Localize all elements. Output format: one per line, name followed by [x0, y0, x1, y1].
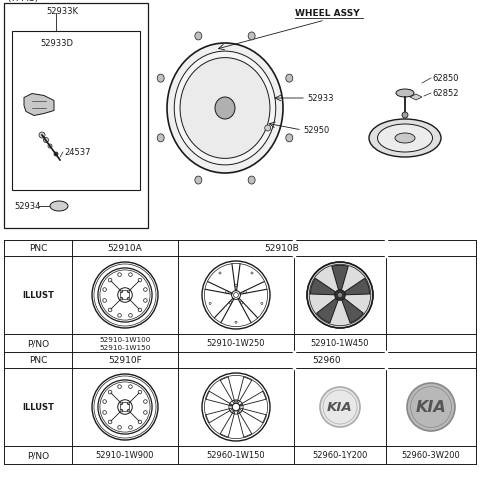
Polygon shape	[332, 266, 348, 290]
Text: ILLUST: ILLUST	[22, 291, 54, 300]
Ellipse shape	[174, 52, 276, 165]
Ellipse shape	[396, 90, 414, 98]
Ellipse shape	[248, 33, 255, 41]
Ellipse shape	[180, 59, 270, 159]
Circle shape	[320, 387, 360, 427]
Circle shape	[48, 145, 52, 149]
Text: ILLUST: ILLUST	[22, 403, 54, 412]
Text: 52910A: 52910A	[108, 244, 143, 253]
Polygon shape	[310, 279, 336, 295]
Ellipse shape	[195, 33, 202, 41]
Text: PNC: PNC	[29, 244, 47, 253]
Circle shape	[309, 265, 371, 326]
Ellipse shape	[215, 98, 235, 120]
Text: 52910-1W900: 52910-1W900	[96, 450, 154, 460]
Text: WHEEL ASSY: WHEEL ASSY	[295, 9, 360, 18]
Ellipse shape	[157, 75, 164, 83]
Ellipse shape	[50, 202, 68, 212]
Ellipse shape	[167, 44, 283, 174]
Circle shape	[402, 113, 408, 119]
Ellipse shape	[157, 135, 164, 142]
Polygon shape	[317, 299, 338, 323]
Ellipse shape	[286, 75, 293, 83]
Text: 52910-1W100
52910-1W150: 52910-1W100 52910-1W150	[99, 336, 151, 350]
Ellipse shape	[377, 125, 432, 153]
Text: 52910F: 52910F	[108, 356, 142, 365]
Circle shape	[39, 133, 45, 139]
Text: 52910-1W450: 52910-1W450	[311, 339, 369, 348]
Text: PNC: PNC	[29, 356, 47, 365]
Text: 52910-1W250: 52910-1W250	[207, 339, 265, 348]
Text: 52960-1W150: 52960-1W150	[207, 450, 265, 460]
Text: 52960-1Y200: 52960-1Y200	[312, 450, 368, 460]
Text: 52934: 52934	[14, 202, 40, 211]
Ellipse shape	[195, 177, 202, 184]
Text: 52933K: 52933K	[46, 7, 78, 16]
Text: 62850: 62850	[432, 74, 458, 83]
Text: P/NO: P/NO	[27, 339, 49, 348]
Text: 62852: 62852	[432, 89, 458, 98]
Text: KIA: KIA	[327, 401, 353, 414]
Circle shape	[335, 290, 345, 301]
Polygon shape	[24, 94, 54, 116]
Ellipse shape	[395, 134, 415, 143]
Text: P/NO: P/NO	[27, 450, 49, 460]
Text: (TPMS): (TPMS)	[7, 0, 38, 3]
Circle shape	[264, 126, 271, 132]
Circle shape	[337, 293, 343, 298]
Text: 52910B: 52910B	[264, 244, 300, 253]
Ellipse shape	[369, 120, 441, 158]
Ellipse shape	[286, 135, 293, 142]
Circle shape	[54, 153, 58, 157]
Text: KIA: KIA	[416, 400, 446, 415]
Text: 24537: 24537	[64, 148, 91, 157]
Text: 52933: 52933	[307, 94, 334, 103]
Polygon shape	[410, 95, 422, 101]
Text: 52960-3W200: 52960-3W200	[402, 450, 460, 460]
Ellipse shape	[248, 177, 255, 184]
Polygon shape	[344, 279, 370, 295]
Text: 52933D: 52933D	[40, 40, 73, 48]
Circle shape	[307, 263, 373, 328]
Text: 52960: 52960	[312, 356, 341, 365]
Circle shape	[44, 138, 48, 143]
Polygon shape	[342, 299, 363, 323]
Circle shape	[407, 383, 455, 431]
Text: 52950: 52950	[303, 126, 329, 135]
